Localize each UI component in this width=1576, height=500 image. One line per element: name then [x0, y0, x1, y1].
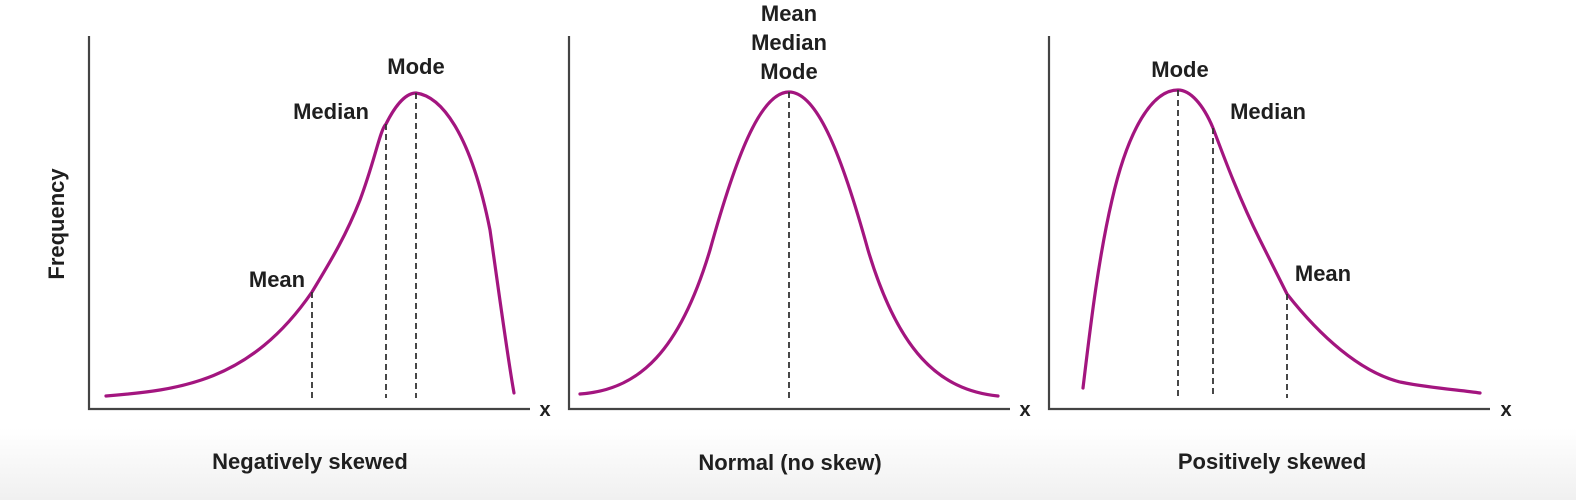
panel-2-axes [567, 36, 1010, 411]
panel-2-caption: Normal (no skew) [698, 450, 881, 475]
panel-3-mean-label: Mean [1295, 261, 1351, 286]
panel-1-axes [87, 36, 530, 411]
panel-3-axes [1047, 36, 1490, 411]
panel-1-x-symbol: x [539, 399, 550, 421]
panel-3-x-symbol: x [1500, 399, 1511, 421]
panel-normal: x Mean Median Mode Normal (no skew) [567, 1, 1031, 475]
panel-3-median-label: Median [1230, 99, 1306, 124]
panel-3-mode-label: Mode [1151, 57, 1208, 82]
panel-1-mean-label: Mean [249, 267, 305, 292]
panel-2-x-symbol: x [1019, 399, 1030, 421]
panel-1-curve [104, 91, 516, 398]
panel-1-caption: Negatively skewed [212, 449, 408, 474]
panel-positively-skewed: x Mode Median Mean Positively skewed [1047, 36, 1512, 474]
panel-1-mode-label: Mode [387, 54, 444, 79]
caption-band [0, 428, 1576, 500]
panel-3-caption: Positively skewed [1178, 449, 1366, 474]
panel-1-median-label: Median [293, 99, 369, 124]
panel-2-median-label: Median [751, 30, 827, 55]
panel-negatively-skewed: x Mode Median Mean Negatively skewed [87, 36, 551, 474]
panel-2-mean-label: Mean [761, 1, 817, 26]
y-axis-label: Frequency [44, 168, 69, 280]
panel-2-mode-label: Mode [760, 59, 817, 84]
panel-3-curve [1081, 88, 1482, 395]
